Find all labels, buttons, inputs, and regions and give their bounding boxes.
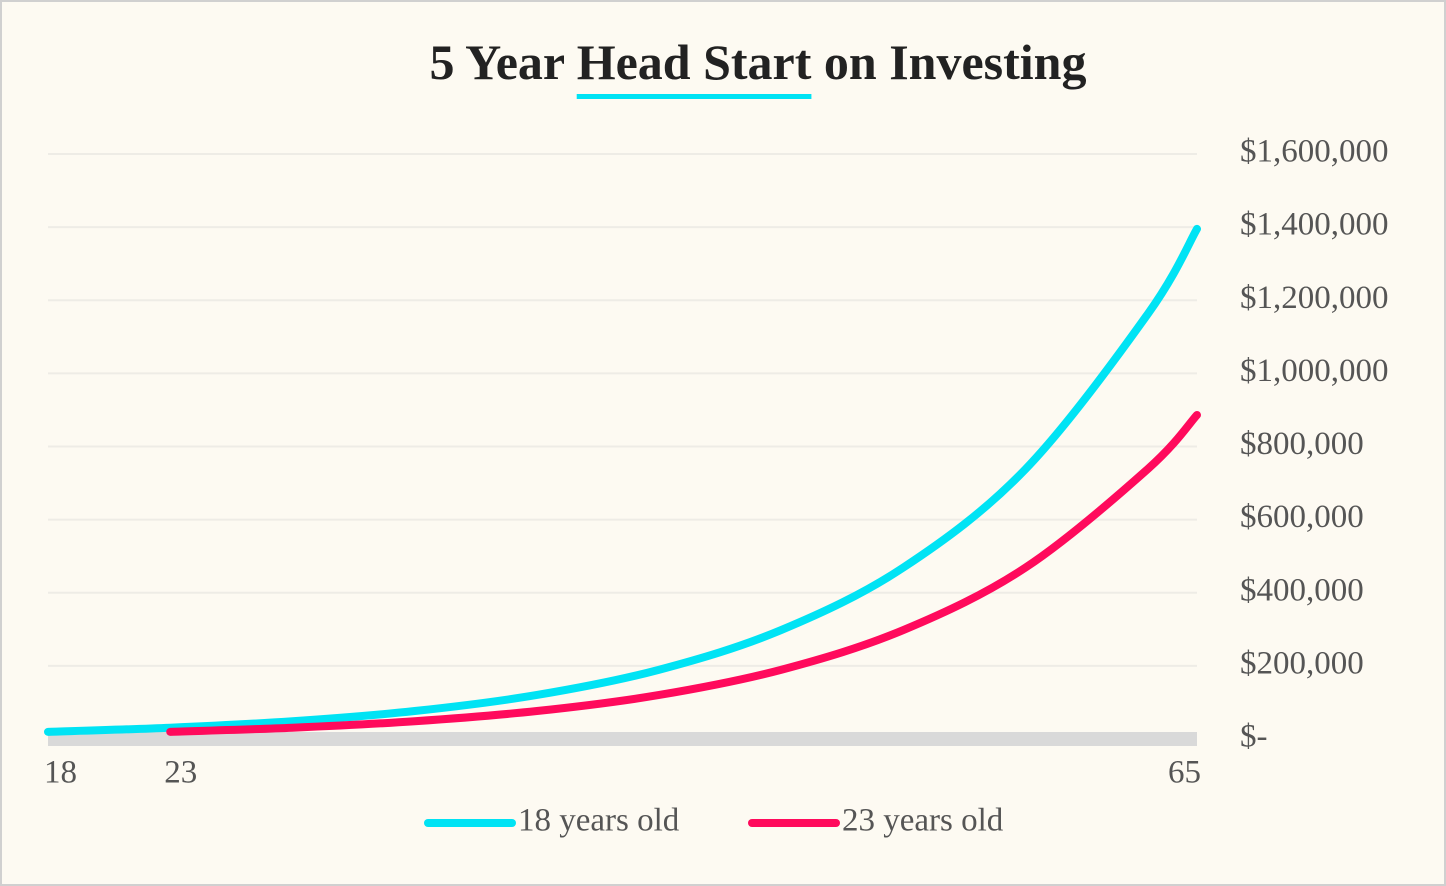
x-tick-label: 65 bbox=[1168, 755, 1201, 791]
y-tick-label: $400,000 bbox=[1240, 572, 1364, 608]
legend-label: 23 years old bbox=[842, 803, 1004, 839]
y-tick-label: $1,400,000 bbox=[1240, 207, 1389, 243]
series-line bbox=[166, 410, 1201, 736]
y-tick-label: $1,000,000 bbox=[1240, 353, 1389, 389]
title-underline bbox=[576, 94, 812, 99]
y-tick-label: $800,000 bbox=[1240, 426, 1364, 462]
title-part: on Investing bbox=[824, 34, 1087, 90]
chart-title: 5 Year Head Start on Investing bbox=[430, 34, 1087, 90]
y-tick-label: $- bbox=[1240, 719, 1268, 755]
title-part: 5 Year bbox=[430, 34, 565, 90]
y-tick-label: $1,600,000 bbox=[1240, 134, 1389, 170]
y-tick-label: $1,200,000 bbox=[1240, 280, 1389, 316]
legend-label: 18 years old bbox=[518, 803, 680, 839]
x-tick-label: 23 bbox=[164, 755, 197, 791]
y-tick-label: $200,000 bbox=[1240, 645, 1364, 681]
title-highlight: Head Start bbox=[577, 34, 812, 90]
x-tick-label: 18 bbox=[44, 755, 77, 791]
y-tick-label: $600,000 bbox=[1240, 499, 1364, 535]
series-line bbox=[44, 224, 1201, 736]
